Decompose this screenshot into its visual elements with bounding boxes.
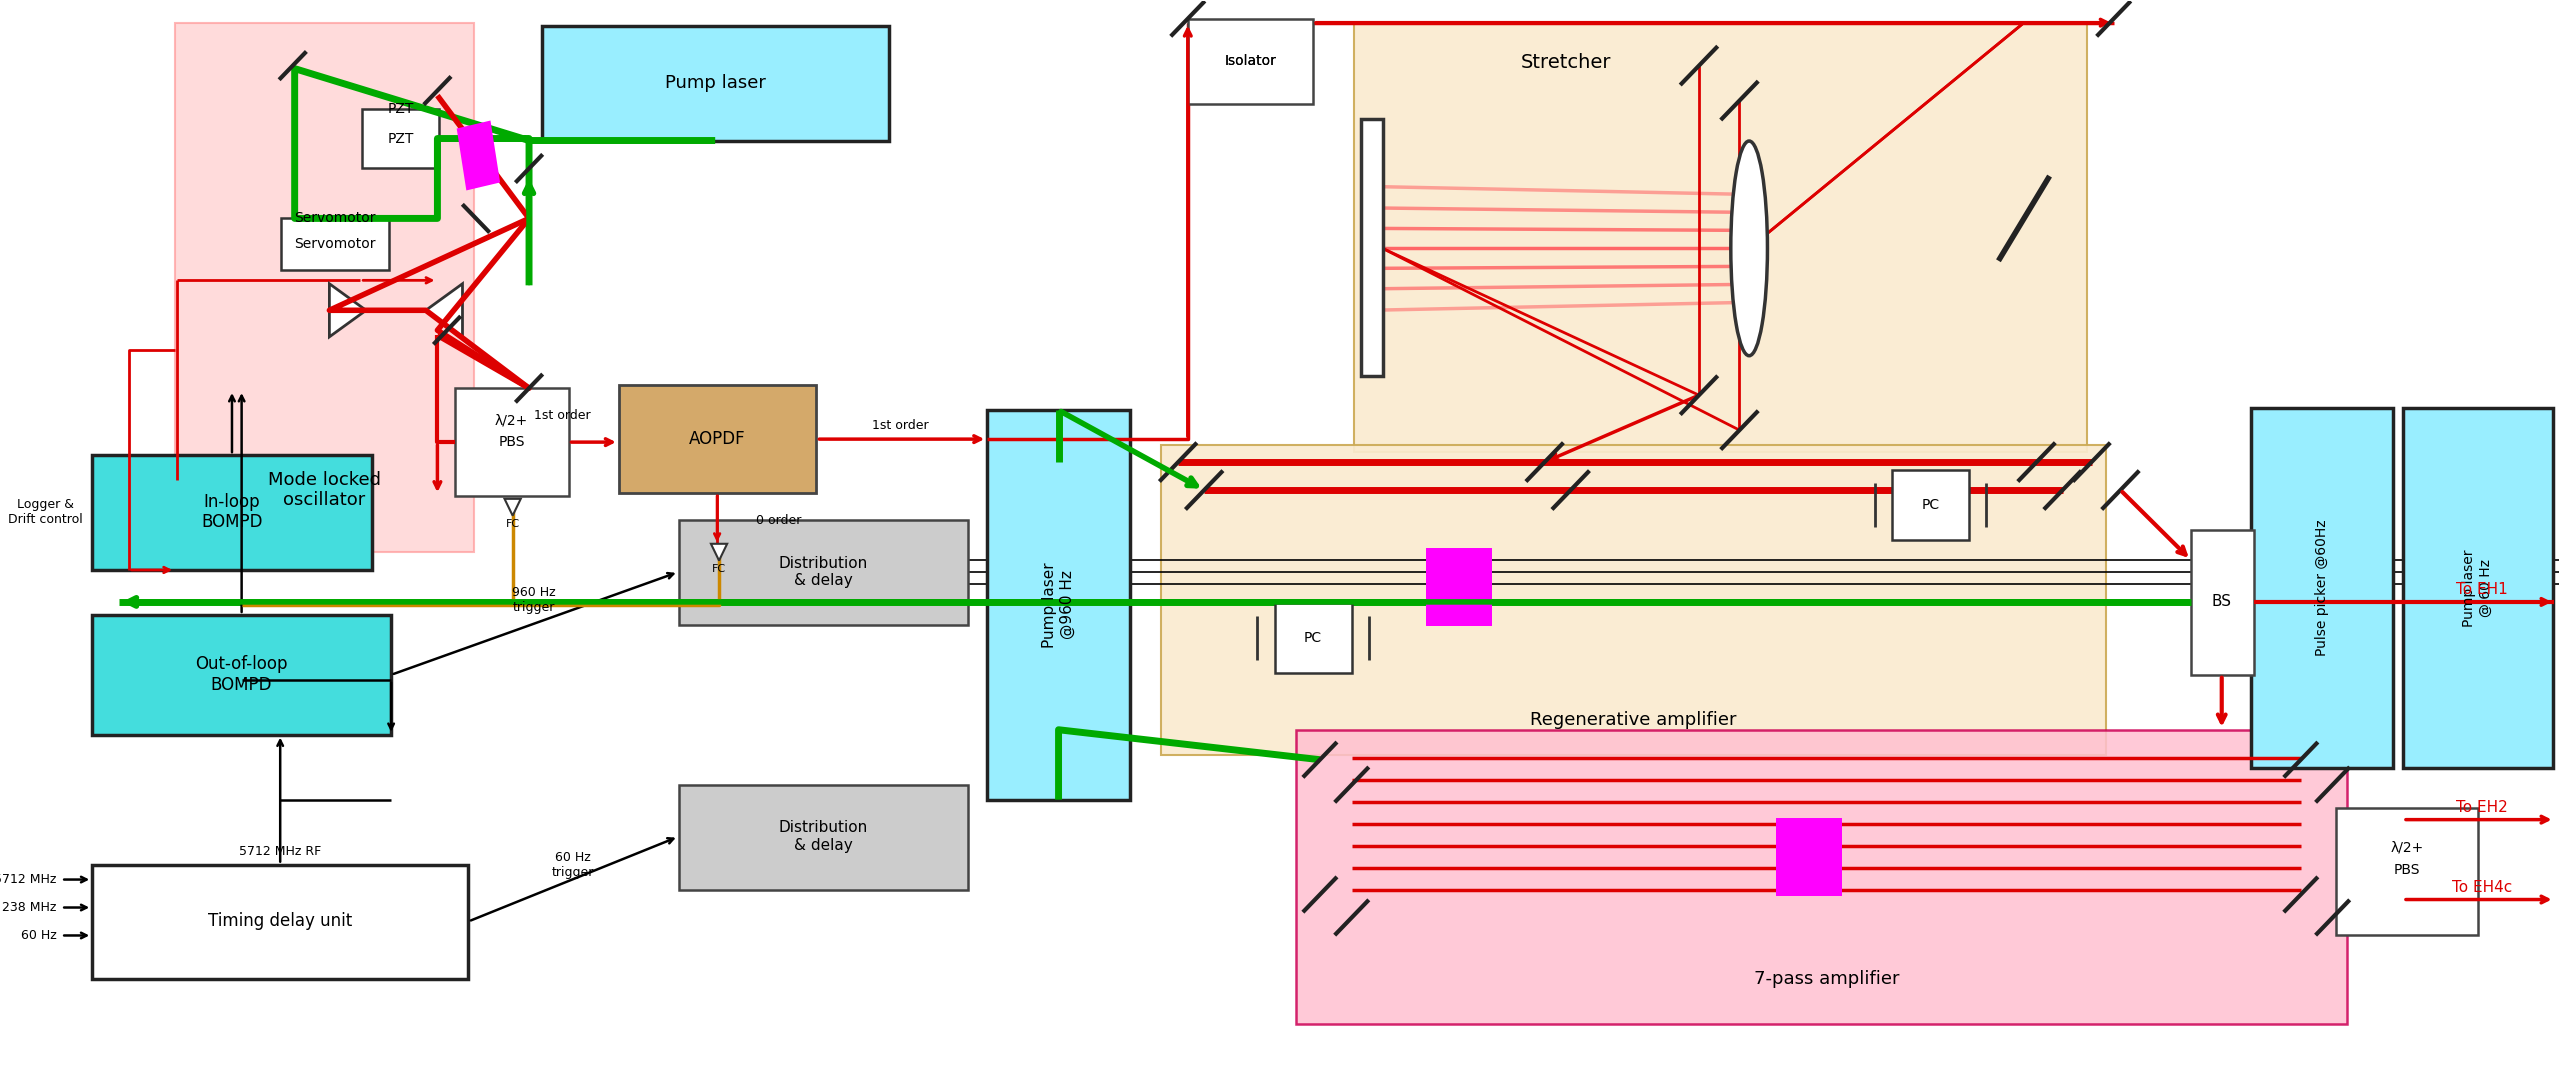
Text: 60 Hz: 60 Hz [20, 929, 56, 942]
Text: Regenerative amplifier: Regenerative amplifier [1531, 711, 1736, 729]
FancyBboxPatch shape [1275, 603, 1352, 672]
Text: PBS: PBS [2394, 863, 2419, 877]
Text: Isolator: Isolator [1224, 53, 1277, 67]
FancyBboxPatch shape [2335, 808, 2478, 935]
FancyBboxPatch shape [92, 455, 371, 570]
Text: Out-of-loop
BOMPD: Out-of-loop BOMPD [195, 655, 287, 694]
Text: 5712 MHz: 5712 MHz [0, 873, 56, 886]
Text: 960 Hz
trigger: 960 Hz trigger [512, 586, 556, 614]
FancyBboxPatch shape [988, 410, 1129, 800]
FancyBboxPatch shape [456, 388, 568, 496]
Text: λ/2+: λ/2+ [494, 413, 527, 428]
FancyBboxPatch shape [2191, 530, 2253, 675]
Text: Stretcher: Stretcher [1521, 53, 1610, 72]
FancyBboxPatch shape [92, 865, 468, 979]
Text: Pump laser: Pump laser [666, 74, 765, 92]
Text: λ/2+: λ/2+ [2391, 840, 2424, 854]
FancyBboxPatch shape [1295, 730, 2348, 1024]
Ellipse shape [1731, 141, 1766, 356]
Text: 1st order: 1st order [873, 419, 929, 432]
Text: Servomotor: Servomotor [294, 237, 376, 251]
FancyBboxPatch shape [1354, 22, 2086, 452]
Text: To EH2: To EH2 [2455, 800, 2509, 816]
Text: Timing delay unit: Timing delay unit [207, 913, 353, 930]
Text: Distribution
& delay: Distribution & delay [778, 820, 868, 853]
Polygon shape [504, 499, 520, 515]
Text: 0 order: 0 order [755, 513, 801, 527]
FancyBboxPatch shape [1362, 119, 1382, 376]
Text: AOPDF: AOPDF [689, 430, 745, 448]
FancyBboxPatch shape [1777, 818, 1841, 896]
FancyBboxPatch shape [361, 109, 440, 169]
FancyBboxPatch shape [92, 615, 392, 734]
Text: FC: FC [504, 520, 520, 529]
Text: Servomotor: Servomotor [294, 212, 376, 226]
Text: Mode locked
oscillator: Mode locked oscillator [269, 470, 381, 510]
Polygon shape [456, 121, 499, 190]
Text: 238 MHz: 238 MHz [3, 901, 56, 914]
Text: FC: FC [712, 564, 727, 574]
Polygon shape [712, 544, 727, 560]
Text: Logger &
Drift control: Logger & Drift control [8, 498, 82, 526]
FancyBboxPatch shape [282, 218, 389, 270]
Text: Distribution
& delay: Distribution & delay [778, 556, 868, 588]
Polygon shape [425, 283, 463, 337]
Text: PC: PC [1303, 631, 1321, 645]
Text: Pump laser
@960 Hz: Pump laser @960 Hz [1042, 562, 1075, 648]
FancyBboxPatch shape [1160, 445, 2107, 755]
FancyBboxPatch shape [174, 22, 474, 552]
FancyBboxPatch shape [678, 785, 968, 889]
Text: To EH1: To EH1 [2455, 583, 2509, 598]
Text: Isolator: Isolator [1224, 53, 1277, 67]
Text: 60 Hz
trigger: 60 Hz trigger [550, 851, 594, 879]
Text: 7-pass amplifier: 7-pass amplifier [1754, 971, 1900, 989]
FancyBboxPatch shape [1892, 470, 1969, 540]
Text: PBS: PBS [499, 435, 525, 449]
Text: PZT: PZT [387, 131, 415, 145]
Text: 1st order: 1st order [535, 408, 591, 421]
FancyBboxPatch shape [620, 385, 817, 493]
Text: Pulse picker @60Hz: Pulse picker @60Hz [2314, 520, 2330, 656]
Text: 5712 MHz RF: 5712 MHz RF [238, 845, 323, 857]
FancyBboxPatch shape [2250, 408, 2394, 768]
FancyBboxPatch shape [678, 520, 968, 625]
Text: BS: BS [2212, 594, 2232, 609]
FancyBboxPatch shape [1188, 18, 1313, 104]
Text: To EH4c: To EH4c [2452, 880, 2511, 895]
Polygon shape [330, 283, 366, 337]
FancyBboxPatch shape [2404, 408, 2552, 768]
FancyBboxPatch shape [543, 26, 888, 140]
Text: PZT: PZT [387, 102, 415, 115]
Text: In-loop
BOMPD: In-loop BOMPD [202, 493, 264, 531]
Text: PC: PC [1923, 498, 1940, 512]
FancyBboxPatch shape [1426, 548, 1492, 625]
Text: Pump laser
@ 60 Hz: Pump laser @ 60 Hz [2463, 549, 2493, 626]
